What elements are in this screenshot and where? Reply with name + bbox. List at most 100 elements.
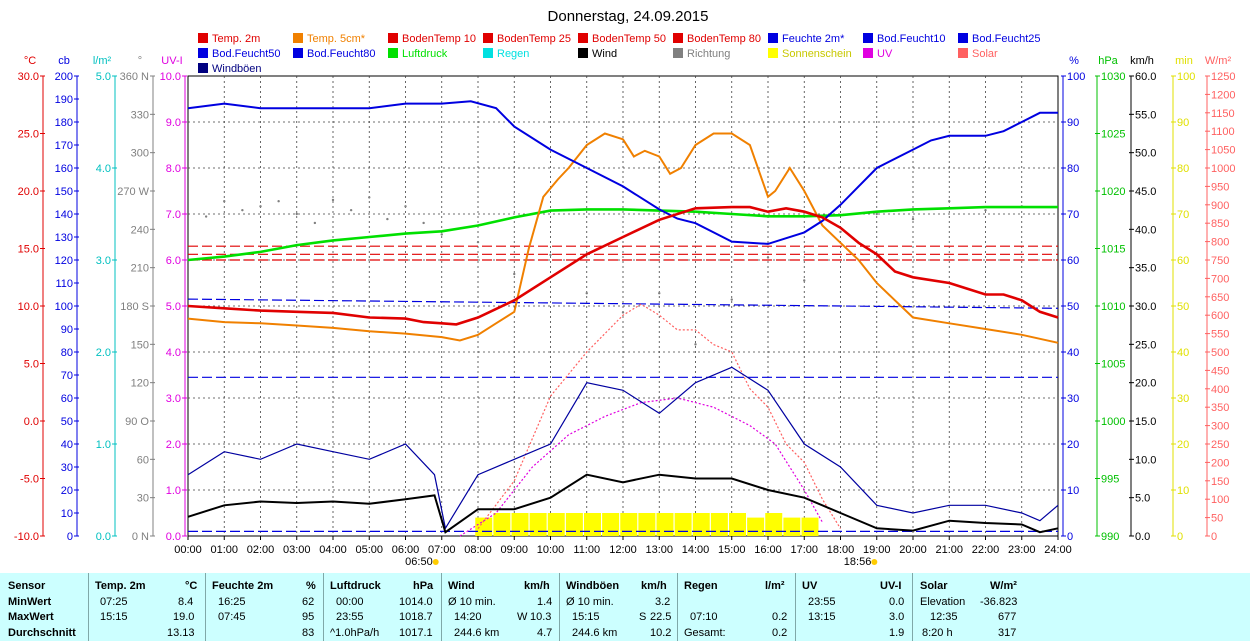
stats-solar-max: 677 [998, 611, 1017, 623]
stats-regen-max-time: 07:10 [690, 611, 718, 623]
stats-wind-min-label: Ø 10 min. [448, 596, 496, 608]
x-tick-label: 08:00 [464, 544, 492, 556]
series-sonnenschein-bar [584, 513, 601, 536]
axis-tick-label: 30.0 [18, 71, 39, 83]
x-tick-label: 20:00 [899, 544, 927, 556]
legend-label: Wind [592, 48, 617, 60]
stats-solar-max-time: 12:35 [930, 611, 958, 623]
chart-title: Donnerstag, 24.09.2015 [548, 8, 709, 25]
x-tick-label: 09:00 [500, 544, 528, 556]
axis-tick-label: 1050 [1211, 145, 1235, 157]
axis-tick-label: 360 N [120, 71, 149, 83]
axis-left: °C -10.0 -5.0 0.0 5.0 10.0 15.0 20.0 25.0 30.0 [14, 55, 45, 543]
axis-left: UV-I 0.0 1.0 2.0 3.0 4.0 5.0 6.0 7.0 8.0 9.0 10.0 [160, 55, 187, 543]
axis-tick-label: 50 [1211, 513, 1223, 525]
stats-solar-min-label: Elevation [920, 596, 966, 608]
series-richtung-point [331, 198, 335, 202]
series-richtung-point [621, 311, 625, 314]
axis-right: min 0 10 20 30 40 50 60 70 80 90 100 [1171, 55, 1195, 543]
series-richtung-point [984, 208, 987, 212]
axis-tick-label: 180 [55, 117, 73, 129]
stats-luftdruck-max: 1018.7 [399, 611, 433, 623]
axis-right: % 0 10 20 30 40 50 60 70 80 90 100 [1061, 55, 1085, 543]
legend-label: Temp. 2m [212, 33, 260, 45]
axis-tick-label: 120 [131, 378, 149, 390]
x-tick-label: 17:00 [790, 544, 818, 556]
stats-luftdruck-min-time: 00:00 [336, 596, 364, 608]
axis-tick-label: 40 [1177, 347, 1189, 359]
axis-tick-label: 8.0 [166, 163, 181, 175]
stats-feuchte-max-time: 07:45 [218, 611, 246, 623]
axis-tick-label: 50 [1067, 301, 1079, 313]
axis-tick-label: 600 [1211, 310, 1229, 322]
series-richtung-point [313, 221, 317, 225]
stats-luftdruck-min: 1014.0 [399, 596, 433, 608]
series-richtung-point [295, 212, 298, 216]
stats-regen-total-label: Gesamt: [684, 627, 726, 639]
axis-tick-label: 1025 [1101, 129, 1125, 141]
axis-tick-label: 10 [1177, 485, 1189, 497]
axis-tick-label: 200 [1211, 457, 1229, 469]
series-richtung-point [440, 233, 443, 236]
series-temp-2m-line [187, 205, 1059, 326]
axis-tick-label: 20.0 [1135, 378, 1156, 390]
axis-tick-label: 70 [1067, 209, 1079, 221]
axis-tick-label: 3.0 [166, 393, 181, 405]
stats-windboeen-min: 3.2 [655, 596, 671, 608]
series-sonnenschein-bar [565, 513, 583, 536]
axis-tick-label: 2.0 [96, 347, 111, 359]
x-tick-label: 01:00 [210, 544, 238, 556]
axis-tick-label: 200 [55, 71, 73, 83]
stats-windboeen-title: Windböen [566, 580, 620, 592]
legend-label: Solar [972, 48, 998, 60]
series-sonnenschein-bar [620, 513, 638, 536]
chart-axes: °C -10.0 -5.0 0.0 5.0 10.0 15.0 20.0 25.0 30.0 cb 0… [14, 55, 1236, 543]
axis-tick-label: 30 [61, 462, 73, 474]
legend-swatch [198, 33, 208, 43]
axis-unit-label: min [1175, 55, 1193, 67]
stats-windboeen-avg: 10.2 [650, 627, 672, 639]
x-tick-label: 04:00 [319, 544, 347, 556]
legend-label: Temp. 5cm* [307, 33, 366, 45]
stats-uv-max: 3.0 [889, 611, 905, 623]
series-richtung-point [386, 217, 389, 221]
stats-luftdruck-title: Luftdruck [330, 580, 381, 592]
legend-label: UV [877, 48, 893, 60]
axis-tick-label: 100 [55, 301, 73, 313]
axis-tick-label: 55.0 [1135, 109, 1156, 121]
stats-row-avg: Durchschnitt [8, 627, 76, 639]
stats-wind-avg-label: 244.6 km [454, 627, 500, 639]
legend-swatch [863, 48, 873, 58]
legend-swatch [483, 48, 493, 58]
series-sonnenschein-bar [529, 513, 547, 536]
axis-tick-label: 150 [131, 339, 149, 351]
stats-luftdruck-unit: hPa [413, 580, 434, 592]
axis-tick-label: 35.0 [1135, 263, 1156, 275]
axis-unit-label: UV-I [161, 55, 182, 67]
stats-temp-unit: °C [185, 580, 198, 592]
axis-tick-label: 70 [61, 370, 73, 382]
axis-tick-label: 10 [61, 508, 73, 520]
axis-tick-label: 180 S [120, 301, 149, 313]
stats-temp-max-time: 15:15 [100, 611, 128, 623]
series-sonnenschein-bar [638, 513, 656, 536]
axis-tick-label: -5.0 [20, 474, 39, 486]
stats-temp-avg: 13.13 [167, 627, 195, 639]
legend-swatch [673, 48, 683, 58]
series-sonnenschein-bar [493, 513, 511, 536]
legend-label: Luftdruck [402, 48, 448, 60]
stats-feuchte-min: 62 [302, 596, 315, 608]
stats-regen-title: Regen [684, 580, 718, 592]
series-richtung-point [259, 205, 262, 208]
series-richtung-point [204, 215, 208, 218]
x-tick-label: 03:00 [283, 544, 311, 556]
series-richtung-point [422, 221, 425, 225]
stats-wind-max: 10.3 [530, 611, 552, 623]
axis-tick-label: 100 [1177, 71, 1195, 83]
axis-tick-label: 1.0 [96, 439, 111, 451]
axis-tick-label: 240 [131, 224, 149, 236]
axis-tick-label: 50 [1177, 301, 1189, 313]
axis-tick-label: 1100 [1211, 126, 1235, 138]
legend-swatch [198, 63, 208, 73]
legend-label: Richtung [687, 48, 730, 60]
